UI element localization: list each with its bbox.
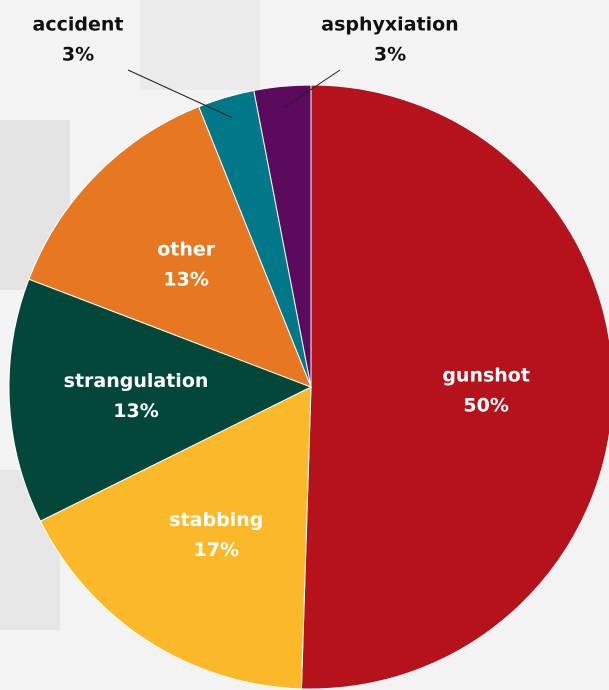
slice-value-label: 13% [163,269,208,291]
slice-value-label: 3% [374,44,406,66]
pie-slice [300,84,609,690]
background-photo [140,0,260,90]
slice-value-label: 3% [62,44,94,66]
slice-label: accident [33,14,124,36]
pie-slice [253,84,312,388]
slice-label: strangulation [64,370,209,392]
pie-slice [39,386,312,690]
slice-label: other [157,239,216,261]
pie-slice [28,105,312,388]
slice-label: stabbing [169,509,263,531]
leader-line [127,69,233,118]
pie-slice [8,278,313,522]
slice-label: asphyxiation [321,14,458,36]
slice-label: gunshot [442,364,530,386]
slice-value-label: 13% [113,400,158,422]
slice-value-label: 17% [194,539,239,561]
slice-value-label: 50% [463,394,508,416]
leader-line [284,69,341,108]
